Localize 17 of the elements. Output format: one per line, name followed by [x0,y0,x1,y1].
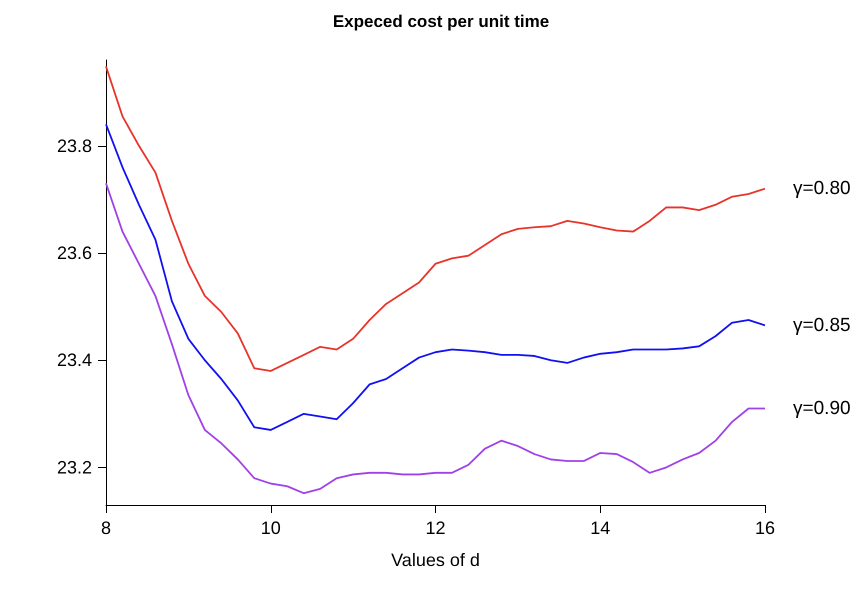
x-axis-title: Values of d [391,550,480,570]
chart-title: Expeced cost per unit time [332,12,550,31]
y-tick-label: 23.8 [56,136,92,156]
y-tick-label: 23.2 [56,457,92,478]
series-label: γ=0.90 [793,398,851,419]
line-series [105,123,766,431]
x-tick-label: 10 [260,518,281,538]
series-label: γ=0.80 [793,178,851,200]
x-tick-label: 12 [425,518,446,538]
y-tick-label: 23.4 [56,350,92,370]
series-label: γ=0.85 [793,314,851,336]
y-tick-label: 23.6 [56,243,92,264]
line-series [105,182,766,494]
x-tick-label: 8 [100,518,112,538]
line-series [105,66,766,372]
x-tick-label: 14 [590,518,610,538]
x-tick-label: 16 [754,518,776,538]
